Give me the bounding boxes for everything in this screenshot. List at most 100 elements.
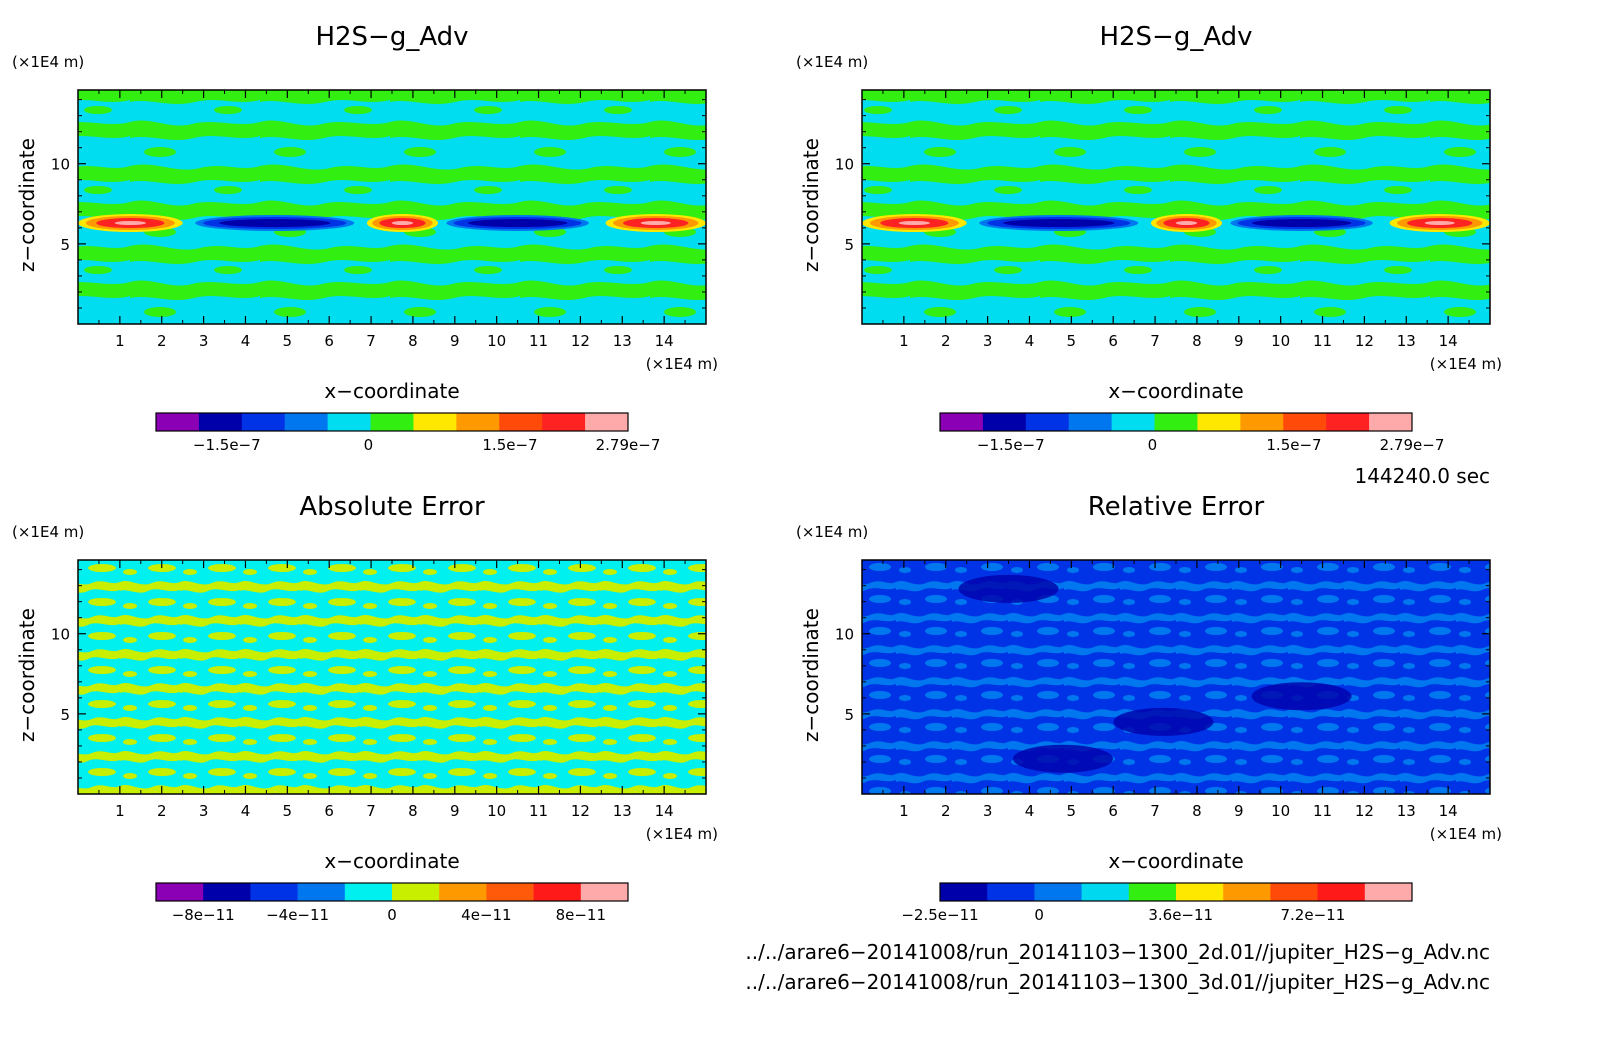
panel1-colorbar-swatch-0	[156, 413, 200, 431]
panel4-colorbar-swatch-1	[987, 883, 1035, 901]
panel3-colorbar-swatch-4	[344, 883, 393, 901]
panel4-xtick-label-2: 2	[941, 802, 951, 820]
panel3-colorbar-label-1: −4e−11	[266, 906, 329, 924]
panel1-colorbar-swatch-8	[499, 413, 543, 431]
panel4-dark-patch-0	[958, 574, 1059, 603]
panel4-colorbar-swatch-5	[1176, 883, 1224, 901]
panel1-xtick-label-9: 9	[450, 332, 460, 350]
panel2-blob-2-layer-3	[1175, 221, 1198, 226]
panel3-y-unit: (×1E4 m)	[12, 523, 84, 541]
panel3-xtick-label-13: 13	[613, 802, 632, 820]
panel4-xtick-label-7: 7	[1150, 802, 1160, 820]
panel1-colorbar-swatch-10	[585, 413, 629, 431]
panel4-xtick-label-11: 11	[1313, 802, 1332, 820]
panel2-colorbar-swatch-9	[1326, 413, 1370, 431]
panel1-colorbar-label-3: 2.79e−7	[596, 436, 661, 454]
panel4-xtick-label-10: 10	[1271, 802, 1290, 820]
panel4-colorbar-label-3: 7.2e−11	[1281, 906, 1346, 924]
panel2-x-unit: (×1E4 m)	[1430, 355, 1502, 373]
panel1-xtick-label-7: 7	[366, 332, 376, 350]
panel1-y-unit: (×1E4 m)	[12, 53, 84, 71]
panel2-xtick-label-4: 4	[1025, 332, 1035, 350]
panel1-blob-3-layer-2	[467, 219, 568, 228]
panel4-colorbar-swatch-6	[1223, 883, 1271, 901]
panel3-ylabel: z−coordinate	[15, 608, 39, 742]
panel4-y-unit: (×1E4 m)	[796, 523, 868, 541]
panel2-blob-1-layer-2	[1003, 219, 1115, 228]
panel2-colorbar-swatch-1	[982, 413, 1027, 431]
panel3-colorbar-frame	[155, 882, 629, 902]
panel1-xtick-label-14: 14	[655, 332, 674, 350]
panel3-xtick-label-9: 9	[450, 802, 460, 820]
panel3-xtick-label-7: 7	[366, 802, 376, 820]
panel2-blob-0-layer-3	[898, 221, 931, 226]
panel1-xtick-label-1: 1	[115, 332, 125, 350]
panel3-colorbar-swatch-1	[203, 883, 251, 901]
panel2-xtick-label-14: 14	[1439, 332, 1458, 350]
panel4-xtick-label-9: 9	[1234, 802, 1244, 820]
panel2-xtick-label-3: 3	[983, 332, 993, 350]
panel2-colorbar-label-1: 0	[1148, 436, 1158, 454]
panel3-colorbar-label-2: 0	[387, 906, 397, 924]
panel4-colorbar-label-1: 0	[1034, 906, 1044, 924]
panel4-dark-patch-1	[1113, 707, 1214, 736]
panel2-colorbar-label-0: −1.5e−7	[977, 436, 1045, 454]
panel1-blob-2-layer-3	[391, 221, 414, 226]
panel2-colorbar-label-3: 2.79e−7	[1380, 436, 1445, 454]
panel4-xtick-label-1: 1	[899, 802, 909, 820]
panel3-colorbar-swatch-3	[297, 883, 346, 901]
panel1-xtick-label-8: 8	[408, 332, 418, 350]
panel4-colorbar-swatch-3	[1081, 883, 1130, 901]
panel1-ytick-label-10: 10	[51, 156, 70, 174]
panel1-xtick-label-5: 5	[283, 332, 293, 350]
panel2-colorbar-swatch-4	[1111, 413, 1156, 431]
panel2-xtick-label-7: 7	[1150, 332, 1160, 350]
panel1-colorbar-swatch-6	[413, 413, 457, 431]
panel4-field	[862, 560, 1490, 794]
panel3-title: Absolute Error	[299, 492, 485, 522]
panel2-xtick-label-13: 13	[1397, 332, 1416, 350]
panel1-colorbar-swatch-4	[327, 413, 372, 431]
panel3-xtick-label-8: 8	[408, 802, 418, 820]
panel1-blob-4-layer-3	[640, 221, 671, 226]
panel2-xtick-label-10: 10	[1271, 332, 1290, 350]
panel1-xtick-label-4: 4	[241, 332, 251, 350]
panel1-colorbar-swatch-9	[542, 413, 586, 431]
panel2-colorbar-swatch-2	[1025, 413, 1070, 431]
panel2-xtick-label-2: 2	[941, 332, 951, 350]
panel4-ylabel: z−coordinate	[799, 608, 823, 742]
panel3-xtick-label-11: 11	[529, 802, 548, 820]
panel1-xtick-label-3: 3	[199, 332, 209, 350]
panel2-colorbar-swatch-7	[1240, 413, 1284, 431]
panel1-xtick-label-10: 10	[487, 332, 506, 350]
panel1-xtick-label-2: 2	[157, 332, 167, 350]
panel1-ytick-label-5: 5	[60, 236, 70, 254]
time-label: 144240.0 sec	[1354, 464, 1490, 488]
panel4-dark-patch-3	[1012, 744, 1113, 773]
panel3-xtick-label-10: 10	[487, 802, 506, 820]
panel3-colorbar-label-0: −8e−11	[172, 906, 235, 924]
panel4-xtick-label-12: 12	[1355, 802, 1374, 820]
panel2-blob-4-layer-3	[1424, 221, 1455, 226]
panel1-ylabel: z−coordinate	[15, 138, 39, 272]
panel1-xtick-label-11: 11	[529, 332, 548, 350]
panel4-xtick-label-5: 5	[1067, 802, 1077, 820]
panel3-xtick-label-2: 2	[157, 802, 167, 820]
panel3-colorbar-swatch-0	[156, 883, 204, 901]
panel4-colorbar-swatch-9	[1364, 883, 1413, 901]
panel2-colorbar-swatch-8	[1283, 413, 1327, 431]
panel4-x-unit: (×1E4 m)	[1430, 825, 1502, 843]
file-path-1: ../../arare6−20141008/run_20141103−1300_…	[745, 940, 1490, 964]
panel2-y-unit: (×1E4 m)	[796, 53, 868, 71]
panel3-colorbar-swatch-5	[392, 883, 440, 901]
panel2-xlabel: x−coordinate	[1108, 379, 1243, 403]
panel1-colorbar-swatch-5	[370, 413, 414, 431]
panel4-colorbar-label-0: −2.5e−11	[901, 906, 978, 924]
panel2-colorbar-frame	[939, 412, 1413, 432]
panel1-colorbar-label-2: 1.5e−7	[482, 436, 537, 454]
file-path-2: ../../arare6−20141008/run_20141103−1300_…	[745, 970, 1490, 994]
panel2-title: H2S−g_Adv	[1099, 22, 1252, 52]
panel3-colorbar-swatch-9	[580, 883, 629, 901]
panel2-ytick-label-10: 10	[835, 156, 854, 174]
panel1-field	[78, 90, 706, 324]
